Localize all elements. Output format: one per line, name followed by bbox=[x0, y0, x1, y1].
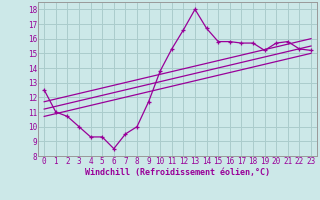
X-axis label: Windchill (Refroidissement éolien,°C): Windchill (Refroidissement éolien,°C) bbox=[85, 168, 270, 177]
